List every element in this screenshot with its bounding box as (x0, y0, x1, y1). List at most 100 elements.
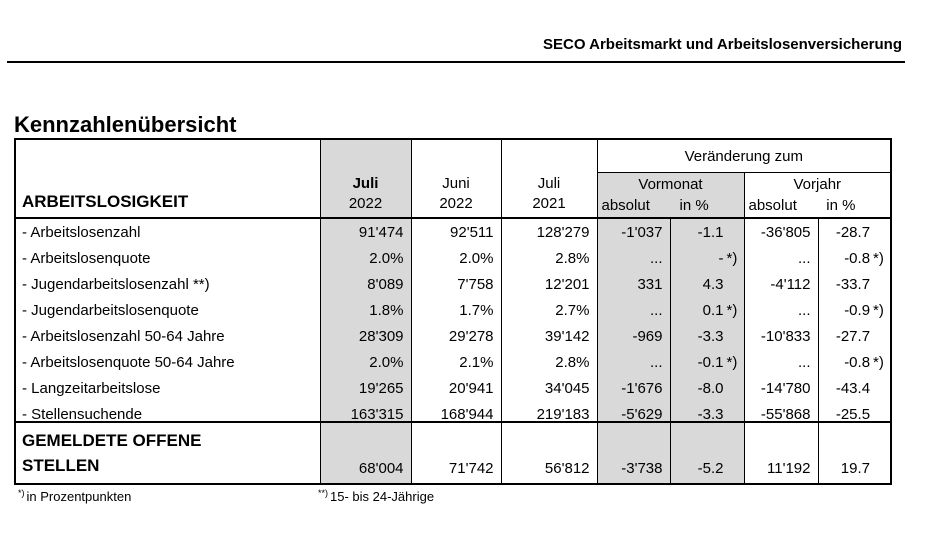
row-label: - Jugendarbeitslosenzahl **) (22, 275, 210, 293)
open-positions-label: GEMELDETE OFFENE STELLEN (15, 422, 320, 484)
footnote-marker: *) (873, 353, 884, 371)
cell-vormonat-absolut: -969 (596, 323, 670, 349)
cell-jun-2022: 1.7% (410, 297, 501, 323)
percent-value: -27.7 (835, 327, 871, 345)
column-month: Juli (537, 175, 561, 192)
vorjahr-header: Vorjahr absolut in % (743, 172, 892, 219)
unemployment-table: ARBEITSLOSIGKEIT Juli 2022 Juni 2022 Jul… (14, 138, 893, 429)
open-positions-row: GEMELDETE OFFENE STELLEN 68'004 71'742 5… (15, 422, 891, 484)
cell-jun-2022: 20'941 (410, 375, 501, 401)
percent-value: 19.7 (840, 460, 870, 477)
cell-jul-2021: 39'142 (500, 323, 597, 349)
percent-value: -28.7 (835, 223, 871, 241)
footnote-marker: **) (318, 488, 329, 498)
percent-value: -43.4 (835, 379, 871, 397)
cell-vorjahr-percent: -0.8 *) (817, 349, 892, 375)
document-header: SECO Arbeitsmarkt und Arbeitslosenversic… (543, 36, 902, 53)
open-positions-table: GEMELDETE OFFENE STELLEN 68'004 71'742 5… (14, 421, 892, 485)
cell-vormonat-absolut: -1'676 (596, 375, 670, 401)
cell-vormonat-absolut: 331 (596, 271, 670, 297)
page-title: Kennzahlenübersicht (14, 111, 237, 137)
percent-value: -3.3 (697, 405, 724, 423)
cell-vormonat-absolut: ... (596, 297, 670, 323)
row-label: - Arbeitslosenzahl 50-64 Jahre (22, 327, 225, 345)
percent-value: -33.7 (835, 275, 871, 293)
cell-vorjahr-percent: -43.4 (817, 375, 892, 401)
cell-vorjahr-absolut: -36'805 (743, 218, 818, 245)
footnote-marker: *) (726, 353, 738, 371)
table-row: - Arbeitslosenquote 2.0% 2.0% 2.8% ... -… (15, 245, 892, 271)
row-label: - Stellensuchende (22, 405, 143, 423)
footnote-marker: *) (18, 488, 25, 498)
footnote-marker: *) (726, 301, 738, 319)
cell-jul-2021: 56'812 (500, 422, 597, 484)
footnote-text: in Prozentpunkten (26, 489, 132, 504)
cell-jul-2021: 128'279 (500, 218, 597, 245)
cell-jul-2022: 19'265 (319, 375, 411, 401)
column-month: Juni (442, 175, 470, 192)
percent-value: -0.8 (844, 249, 871, 267)
cell-jul-2021: 12'201 (500, 271, 597, 297)
footnote-text: 15- bis 24-Jährige (330, 489, 435, 504)
cell-vormonat-percent: -0.1 *) (669, 349, 744, 375)
vorjahr-percent-label: in % (826, 197, 856, 214)
cell-vorjahr-absolut: -10'833 (743, 323, 818, 349)
cell-jul-2021: 2.8% (500, 245, 597, 271)
cell-vorjahr-percent: -27.7 (817, 323, 892, 349)
open-positions-label-line1: GEMELDETE OFFENE (22, 431, 202, 450)
cell-vormonat-absolut: ... (596, 349, 670, 375)
footnote-marker: *) (726, 249, 738, 267)
footnote-marker: *) (873, 249, 884, 267)
cell-vorjahr-absolut: ... (743, 245, 818, 271)
change-group-header: Veränderung zum (596, 139, 892, 173)
vormonat-header: Vormonat absolut in % (596, 172, 744, 219)
cell-jun-2022: 71'742 (410, 422, 501, 484)
footnote-marker: *) (873, 301, 884, 319)
cell-vorjahr-percent: -33.7 (817, 271, 892, 297)
cell-vormonat-percent: -3.3 (669, 323, 744, 349)
cell-jun-2022: 29'278 (410, 323, 501, 349)
percent-value: -0.8 (844, 353, 871, 371)
cell-jun-2022: 2.0% (410, 245, 501, 271)
cell-jul-2022: 68'004 (319, 422, 411, 484)
percent-value: -8.0 (697, 379, 724, 397)
percent-value: -1.1 (697, 223, 724, 241)
vorjahr-absolut-label: absolut (748, 197, 797, 214)
cell-jul-2022: 1.8% (319, 297, 411, 323)
cell-vormonat-percent: 4.3 (669, 271, 744, 297)
open-positions-label-line2: STELLEN (22, 456, 100, 475)
row-label: - Arbeitslosenquote 50-64 Jahre (22, 353, 235, 371)
percent-value: -25.5 (835, 405, 871, 423)
percent-value: 0.1 (702, 301, 724, 319)
percent-value: -0.1 (697, 353, 724, 371)
cell-vormonat-absolut: -3'738 (596, 422, 670, 484)
vorjahr-label: Vorjahr (793, 176, 842, 193)
table-row: - Arbeitslosenzahl 91'474 92'511 128'279… (15, 218, 892, 245)
cell-vormonat-percent: -8.0 (669, 375, 744, 401)
cell-vorjahr-percent: 19.7 (817, 422, 891, 484)
percent-value: - (718, 249, 724, 267)
table-row: - Jugendarbeitslosenzahl **) 8'089 7'758… (15, 271, 892, 297)
cell-jul-2022: 2.0% (319, 245, 411, 271)
cell-vorjahr-percent: -0.8 *) (817, 245, 892, 271)
cell-jun-2022: 7'758 (410, 271, 501, 297)
footnote-youth-age: **) 15- bis 24-Jährige (318, 488, 435, 504)
cell-jul-2022: 8'089 (319, 271, 411, 297)
cell-vormonat-absolut: -1'037 (596, 218, 670, 245)
column-year: 2022 (348, 195, 383, 212)
cell-vorjahr-absolut: 11'192 (743, 422, 818, 484)
percent-value: -3.3 (697, 327, 724, 345)
cell-vorjahr-absolut: ... (743, 349, 818, 375)
row-label: - Jugendarbeitslosenquote (22, 301, 199, 319)
section-label: ARBEITSLOSIGKEIT (15, 139, 320, 219)
table-row: - Arbeitslosenquote 50-64 Jahre 2.0% 2.1… (15, 349, 892, 375)
table-row: - Jugendarbeitslosenquote 1.8% 1.7% 2.7%… (15, 297, 892, 323)
cell-vormonat-percent: 0.1 *) (669, 297, 744, 323)
cell-vorjahr-absolut: -4'112 (743, 271, 818, 297)
header-rule (7, 61, 905, 63)
percent-value: -0.9 (844, 301, 871, 319)
cell-vormonat-absolut: ... (596, 245, 670, 271)
column-month: Juli (352, 175, 379, 192)
footnote-percentage-points: *) in Prozentpunkten (18, 488, 132, 504)
vormonat-percent-label: in % (679, 197, 709, 214)
